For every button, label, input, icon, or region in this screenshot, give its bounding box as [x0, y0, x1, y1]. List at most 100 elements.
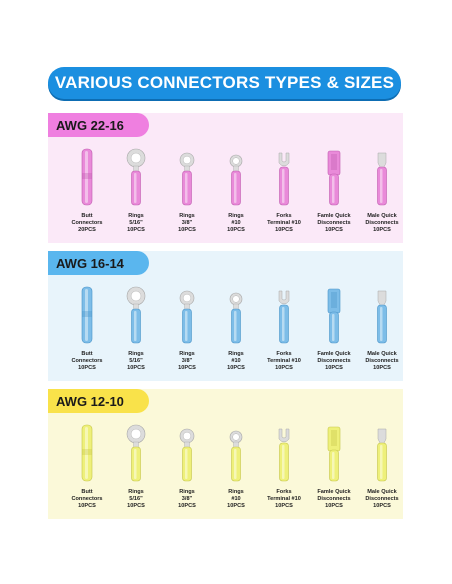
connector-label-line2: 3/8" — [181, 358, 193, 364]
connector-label-line1: Rings — [228, 489, 244, 495]
fork-terminal-10-icon — [278, 152, 290, 206]
connector-item: Rings 3/8" 10PCS — [162, 277, 212, 381]
connector-label-line3: 10PCS — [127, 227, 145, 233]
connector-item: Male Quick Disconnects 10PCS — [357, 139, 407, 243]
connector-label-line3: 10PCS — [373, 227, 391, 233]
connector-label: Famle Quick Disconnects 10PCS — [303, 351, 365, 372]
connector-label-line1: Forks — [276, 213, 292, 219]
connector-label-line2: Disconnects — [317, 358, 351, 364]
connector-label-line1: Rings — [228, 351, 244, 357]
connector-label: Butt Connectors 10PCS — [56, 351, 118, 372]
connector-label-line2: Disconnects — [365, 358, 399, 364]
connector-label: Rings #10 10PCS — [205, 213, 267, 234]
connector-label-line3: 10PCS — [373, 365, 391, 371]
connector-label-line1: Butt — [81, 351, 93, 357]
connector-label: Rings 3/8" 10PCS — [156, 213, 218, 234]
connector-label-line1: Forks — [276, 351, 292, 357]
connector-label-line3: 10PCS — [78, 365, 96, 371]
connector-label-line2: #10 — [231, 358, 241, 364]
connector-label: Forks Terminal #10 10PCS — [253, 351, 315, 372]
connector-label-line2: #10 — [231, 496, 241, 502]
connector-label: Rings #10 10PCS — [205, 489, 267, 510]
connector-label-line3: 10PCS — [227, 227, 245, 233]
connector-label: Male Quick Disconnects 10PCS — [351, 351, 413, 372]
connector-label: Butt Connectors 10PCS — [56, 489, 118, 510]
connector-label-line2: Connectors — [71, 496, 103, 502]
connector-item: Rings 3/8" 10PCS — [162, 139, 212, 243]
ring-terminal-10-icon — [229, 430, 243, 482]
connector-label-line3: 10PCS — [178, 365, 196, 371]
connector-label: Forks Terminal #10 10PCS — [253, 213, 315, 234]
connector-label-line2: Terminal #10 — [267, 358, 301, 364]
connector-label-line2: #10 — [231, 220, 241, 226]
connector-label-line1: Male Quick — [367, 351, 397, 357]
connector-label: Famle Quick Disconnects 10PCS — [303, 213, 365, 234]
connector-label-line1: Famle Quick — [317, 213, 351, 219]
section-awg-16-14: AWG 16-14 Butt Connectors 10PCS Rings 5/16" 1… — [48, 251, 403, 381]
connector-item: Rings 3/8" 10PCS — [162, 415, 212, 519]
connector-label-line2: 5/16" — [129, 496, 143, 502]
ring-terminal-5-16-icon — [126, 424, 146, 482]
connector-label: Famle Quick Disconnects 10PCS — [303, 489, 365, 510]
connector-label-line1: Famle Quick — [317, 351, 351, 357]
male-quick-disconnect-icon — [377, 290, 387, 344]
connector-label-line3: 10PCS — [325, 503, 343, 509]
ring-terminal-3-8-icon — [179, 428, 195, 482]
connector-label-line2: 5/16" — [129, 220, 143, 226]
connector-label-line1: Famle Quick — [317, 489, 351, 495]
connector-label: Rings 3/8" 10PCS — [156, 351, 218, 372]
ring-terminal-5-16-icon — [126, 286, 146, 344]
connector-label: Rings 3/8" 10PCS — [156, 489, 218, 510]
female-quick-disconnect-icon — [327, 150, 341, 206]
connector-label-line3: 10PCS — [325, 365, 343, 371]
connector-label: Male Quick Disconnects 10PCS — [351, 213, 413, 234]
connector-label-line2: 5/16" — [129, 358, 143, 364]
connector-label: Rings #10 10PCS — [205, 351, 267, 372]
female-quick-disconnect-icon — [327, 288, 341, 344]
connector-label-line1: Forks — [276, 489, 292, 495]
connector-label-line1: Butt — [81, 489, 93, 495]
connector-label: Butt Connectors 20PCS — [56, 213, 118, 234]
connector-label-line2: 3/8" — [181, 220, 193, 226]
connector-item: Butt Connectors 20PCS — [62, 139, 112, 243]
section-tag: AWG 12-10 — [48, 389, 149, 413]
butt-connector-icon — [81, 424, 93, 482]
connector-item: Rings #10 10PCS — [211, 277, 261, 381]
connector-item: Forks Terminal #10 10PCS — [259, 277, 309, 381]
connector-label-line3: 20PCS — [78, 227, 96, 233]
connector-label-line1: Rings — [179, 489, 195, 495]
male-quick-disconnect-icon — [377, 428, 387, 482]
connector-label-line2: Disconnects — [365, 496, 399, 502]
ring-terminal-3-8-icon — [179, 152, 195, 206]
connector-label-line1: Male Quick — [367, 213, 397, 219]
connector-item: Butt Connectors 10PCS — [62, 415, 112, 519]
connector-label-line2: Disconnects — [365, 220, 399, 226]
connector-label-line3: 10PCS — [178, 227, 196, 233]
connector-label-line3: 10PCS — [275, 365, 293, 371]
connector-item: Famle Quick Disconnects 10PCS — [309, 415, 359, 519]
connector-item: Male Quick Disconnects 10PCS — [357, 415, 407, 519]
fork-terminal-10-icon — [278, 428, 290, 482]
connector-label-line3: 10PCS — [275, 503, 293, 509]
section-tag: AWG 16-14 — [48, 251, 149, 275]
connector-item: Rings 5/16" 10PCS — [111, 415, 161, 519]
butt-connector-icon — [81, 148, 93, 206]
connector-item: Famle Quick Disconnects 10PCS — [309, 277, 359, 381]
connector-label-line2: Disconnects — [317, 496, 351, 502]
connector-item: Rings 5/16" 10PCS — [111, 139, 161, 243]
connector-label: Forks Terminal #10 10PCS — [253, 489, 315, 510]
connector-label-line3: 10PCS — [127, 503, 145, 509]
connector-label-line3: 10PCS — [275, 227, 293, 233]
connector-label-line3: 10PCS — [227, 365, 245, 371]
connector-item: Forks Terminal #10 10PCS — [259, 415, 309, 519]
connector-item: Rings 5/16" 10PCS — [111, 277, 161, 381]
connector-label-line3: 10PCS — [78, 503, 96, 509]
ring-terminal-5-16-icon — [126, 148, 146, 206]
connector-item: Rings #10 10PCS — [211, 139, 261, 243]
ring-terminal-10-icon — [229, 292, 243, 344]
female-quick-disconnect-icon — [327, 426, 341, 482]
connector-label: Rings 5/16" 10PCS — [105, 213, 167, 234]
connector-label-line1: Butt — [81, 213, 93, 219]
connector-label: Male Quick Disconnects 10PCS — [351, 489, 413, 510]
connector-label-line2: Connectors — [71, 358, 103, 364]
